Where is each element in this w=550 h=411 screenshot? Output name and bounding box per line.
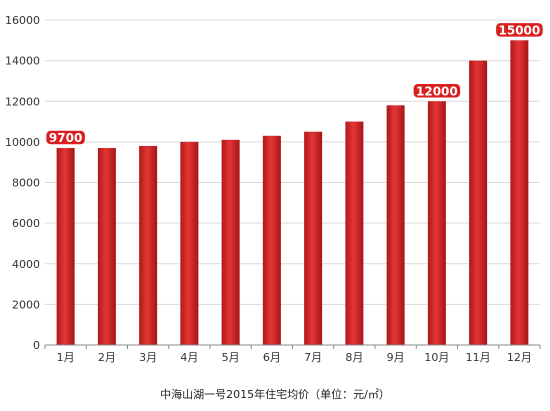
x-tick-label: 9月 [387, 351, 405, 364]
bar [262, 135, 281, 345]
x-tick-label: 4月 [180, 351, 198, 364]
x-tick-label: 1月 [57, 351, 75, 364]
callout-label: 12000 [416, 84, 458, 98]
bar [510, 40, 529, 345]
y-tick-label: 16000 [5, 14, 40, 27]
x-tick-label: 8月 [345, 351, 363, 364]
data-callout: 9700 [44, 129, 87, 146]
bar [345, 121, 364, 345]
x-tick-label: 10月 [424, 351, 449, 364]
bar [97, 147, 116, 345]
x-axis-ticks: 1月 2月 3月 4月 5月 6月 7月 8月 9月 10月 11月 12月 [44, 345, 541, 364]
callout-label: 9700 [49, 131, 82, 145]
callouts: 9700 12000 15000 [44, 21, 545, 146]
y-tick-label: 14000 [5, 55, 40, 68]
callout-badge [494, 21, 545, 39]
data-callout: 12000 [412, 82, 462, 99]
y-tick-label: 8000 [12, 177, 40, 190]
x-tick-label: 12月 [507, 351, 532, 364]
x-tick-label: 2月 [98, 351, 116, 364]
bar [56, 147, 75, 345]
bar [221, 139, 240, 345]
y-tick-label: 2000 [12, 298, 40, 311]
x-tick-label: 3月 [139, 351, 157, 364]
bar [139, 145, 158, 345]
x-tick-label: 5月 [222, 351, 240, 364]
y-tick-label: 4000 [12, 258, 40, 271]
bar [180, 141, 199, 345]
bars [56, 40, 529, 345]
chart-caption: 中海山湖一号2015年住宅均价（单位：元/㎡） [160, 387, 390, 401]
callout-badge [44, 129, 87, 146]
y-tick-label: 0 [33, 339, 40, 352]
x-tick-label: 7月 [304, 351, 322, 364]
bar [386, 105, 405, 345]
x-tick-label: 6月 [263, 351, 281, 364]
x-tick-label: 11月 [466, 351, 491, 364]
callout-badge [412, 82, 462, 99]
bar [304, 131, 323, 345]
y-tick-label: 6000 [12, 217, 40, 230]
data-callout: 15000 [494, 21, 545, 39]
y-axis-ticks: 0 2000 4000 6000 8000 10000 12000 14000 16000 [5, 14, 40, 352]
y-tick-label: 12000 [5, 95, 40, 108]
callout-label: 15000 [499, 23, 541, 37]
gridlines [45, 19, 540, 346]
bar [469, 60, 488, 345]
y-tick-label: 10000 [5, 136, 40, 149]
bar [427, 101, 446, 345]
